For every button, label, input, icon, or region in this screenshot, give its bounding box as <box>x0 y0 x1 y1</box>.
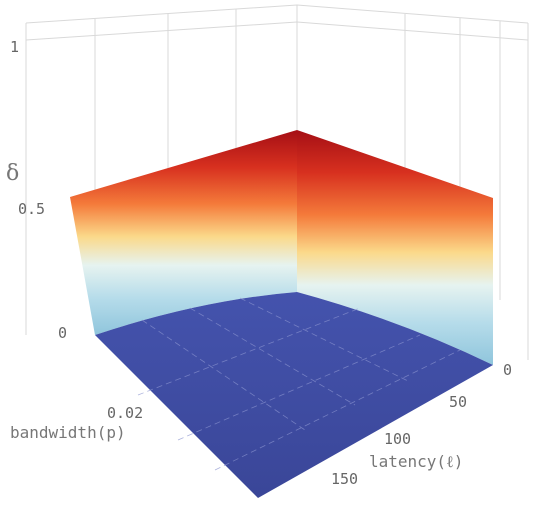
box-edge-top <box>25 4 529 24</box>
y-tick-label: 50 <box>449 393 467 411</box>
z-tick-label: 1 <box>10 38 19 56</box>
y-tick-label: 150 <box>331 470 358 488</box>
y-tick-label: 0 <box>503 361 512 379</box>
z-axis: 0 0.5 1 δ <box>6 38 67 342</box>
surface-right-wall <box>297 130 493 365</box>
grid-line <box>25 21 529 41</box>
z-tick-label: 0 <box>58 324 67 342</box>
plot-box <box>25 4 529 360</box>
y-axis: 0 50 100 150 latency(ℓ) <box>331 361 512 488</box>
x-axis: 0.02 bandwidth(p) <box>10 404 143 442</box>
x-axis-label: bandwidth(p) <box>10 423 126 442</box>
x-tick-label: 0.02 <box>107 404 143 422</box>
z-axis-label: δ <box>6 161 19 186</box>
surface-left-wall <box>70 130 297 335</box>
surface-floor <box>95 292 493 498</box>
floor-grid <box>137 297 461 471</box>
z-tick-label: 0.5 <box>18 200 45 218</box>
y-tick-label: 100 <box>384 430 411 448</box>
y-axis-label: latency(ℓ) <box>369 452 463 471</box>
